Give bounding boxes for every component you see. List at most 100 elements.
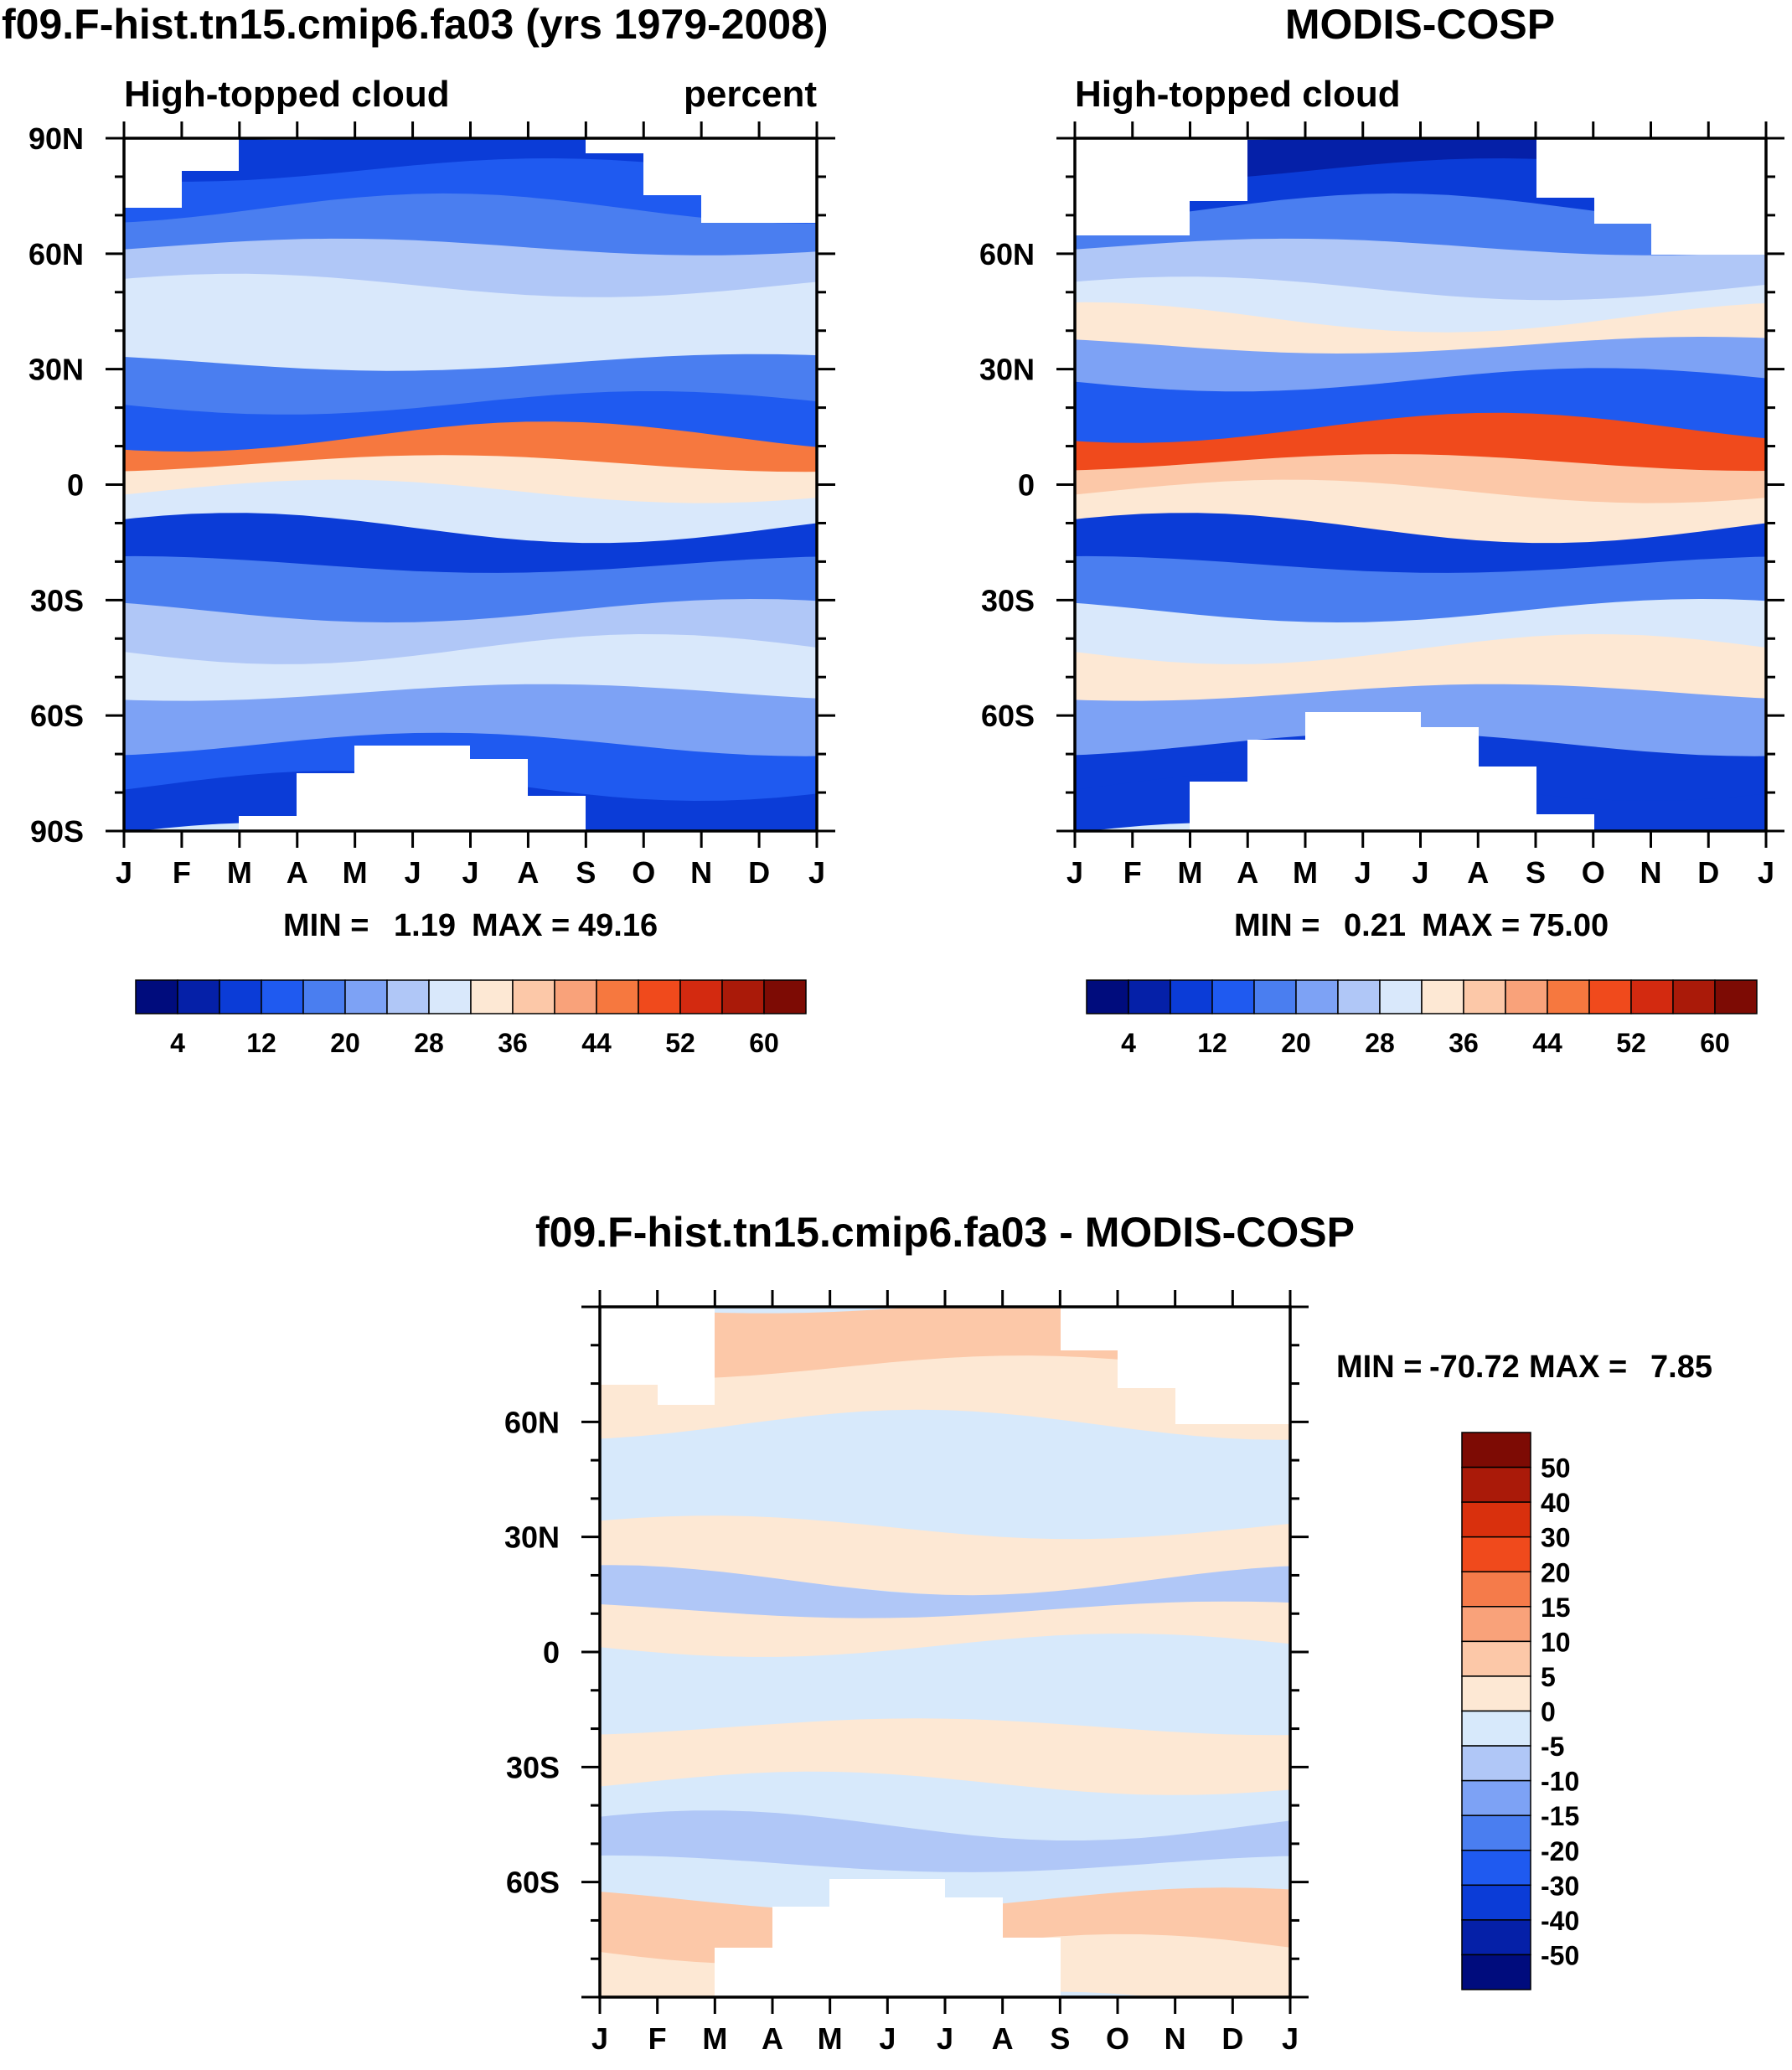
colorbar-box bbox=[1630, 979, 1674, 1014]
x-tick-label: J bbox=[591, 2021, 608, 2056]
y-tick-label: 30S bbox=[981, 583, 1035, 617]
panel-model: f09.F-hist.tn15.cmip6.fa03 (yrs 1979-200… bbox=[2, 1, 835, 1058]
x-tick-label: A bbox=[517, 855, 539, 890]
x-tick-label: S bbox=[1050, 2021, 1070, 2056]
colorbar-box bbox=[512, 979, 555, 1014]
panel-obs-min-value: 0.21 bbox=[1344, 908, 1406, 943]
missing-data-north bbox=[1075, 138, 1766, 255]
panel-diff: f09.F-hist.tn15.cmip6.fa03 - MODIS-COSP … bbox=[504, 1209, 1712, 2056]
colorbar-box bbox=[1170, 979, 1213, 1014]
colorbar-label: -50 bbox=[1541, 1940, 1579, 1970]
x-tick-label: A bbox=[1237, 855, 1258, 890]
panel-obs-variable: High-topped cloud bbox=[1075, 74, 1401, 115]
colorbar-box bbox=[1211, 979, 1255, 1014]
panel-obs-title: MODIS-COSP bbox=[1285, 1, 1555, 48]
colorbar-label: 60 bbox=[749, 1028, 779, 1058]
colorbar-box bbox=[1463, 979, 1506, 1014]
panel-obs-max-value: 75.00 bbox=[1529, 908, 1609, 943]
colorbar-label: 20 bbox=[1541, 1557, 1571, 1587]
colorbar-label: 60 bbox=[1700, 1028, 1730, 1058]
x-tick-label: S bbox=[1526, 855, 1546, 890]
y-tick-label: 30S bbox=[506, 1750, 560, 1784]
colorbar-box bbox=[1295, 979, 1339, 1014]
missing-data-north bbox=[600, 1307, 1290, 1424]
y-tick-label: 0 bbox=[543, 1635, 560, 1670]
x-tick-label: J bbox=[1355, 855, 1371, 890]
x-tick-label: M bbox=[343, 855, 368, 890]
colorbar-box bbox=[1461, 1606, 1531, 1643]
colorbar-box bbox=[1461, 1640, 1531, 1677]
colorbar-label: 50 bbox=[1541, 1453, 1571, 1484]
colorbar-box bbox=[261, 979, 304, 1014]
x-tick-label: J bbox=[808, 855, 825, 890]
colorbar-box bbox=[470, 979, 514, 1014]
colorbar-box bbox=[1461, 1501, 1531, 1538]
colorbar-box bbox=[1461, 1954, 1531, 1990]
missing-data-south bbox=[239, 746, 586, 831]
colorbar-label: 52 bbox=[665, 1028, 695, 1058]
colorbar-label: -20 bbox=[1541, 1836, 1579, 1866]
colorbar-box bbox=[302, 979, 346, 1014]
panel-obs-max-label: MAX = bbox=[1422, 908, 1520, 943]
panel-model-title: f09.F-hist.tn15.cmip6.fa03 (yrs 1979-200… bbox=[2, 1, 829, 48]
x-tick-label: A bbox=[1467, 855, 1489, 890]
colorbar-label: 4 bbox=[1121, 1028, 1136, 1058]
x-tick-label: M bbox=[1293, 855, 1318, 890]
colorbar-box bbox=[1337, 979, 1381, 1014]
colorbar-box bbox=[1461, 1850, 1531, 1887]
colorbar-label: 52 bbox=[1616, 1028, 1646, 1058]
contour-band bbox=[600, 1601, 1290, 1665]
x-tick-label: D bbox=[1697, 855, 1719, 890]
colorbar-label: 44 bbox=[581, 1028, 612, 1058]
colorbar-label: 0 bbox=[1541, 1697, 1556, 1727]
colorbar-box bbox=[763, 979, 807, 1014]
panel-obs-missing-mask bbox=[1075, 138, 1766, 831]
colorbar-box bbox=[1461, 1710, 1531, 1747]
colorbar-box bbox=[721, 979, 765, 1014]
colorbar-label: 40 bbox=[1541, 1488, 1571, 1518]
colorbar-box bbox=[1461, 1536, 1531, 1572]
y-tick-label: 0 bbox=[1018, 468, 1035, 503]
x-tick-label: M bbox=[702, 2021, 727, 2056]
x-tick-label: D bbox=[1221, 2021, 1243, 2056]
colorbar-label: -5 bbox=[1541, 1732, 1564, 1762]
y-tick-label: 30N bbox=[979, 353, 1035, 387]
colorbar-label: 28 bbox=[414, 1028, 444, 1058]
colorbar-label: 28 bbox=[1365, 1028, 1395, 1058]
x-tick-label: J bbox=[1282, 2021, 1299, 2056]
x-tick-label: N bbox=[1640, 855, 1662, 890]
colorbar-box bbox=[1461, 1884, 1531, 1921]
x-tick-label: J bbox=[1758, 855, 1774, 890]
x-tick-label: A bbox=[992, 2021, 1014, 2056]
panel-model-units: percent bbox=[684, 74, 817, 115]
colorbar-label: -40 bbox=[1541, 1906, 1579, 1936]
contour-band bbox=[600, 1771, 1290, 1855]
y-tick-label: 60S bbox=[981, 699, 1035, 733]
colorbar-box bbox=[1461, 1779, 1531, 1816]
x-tick-label: S bbox=[576, 855, 596, 890]
colorbar-box bbox=[1672, 979, 1716, 1014]
y-tick-label: 60S bbox=[506, 1866, 560, 1900]
colorbar-box bbox=[554, 979, 597, 1014]
x-tick-label: D bbox=[748, 855, 770, 890]
y-tick-label: 30S bbox=[30, 583, 84, 617]
panel-model-max-value: 49.16 bbox=[578, 908, 658, 943]
colorbar-box bbox=[1505, 979, 1548, 1014]
panel-diff-min-value: -70.72 bbox=[1429, 1350, 1520, 1385]
contour-band bbox=[600, 1409, 1290, 1511]
x-tick-label: M bbox=[818, 2021, 843, 2056]
y-tick-label: 0 bbox=[67, 468, 84, 503]
colorbar-box bbox=[386, 979, 430, 1014]
colorbar-box bbox=[1461, 1466, 1531, 1503]
colorbar-box bbox=[1128, 979, 1171, 1014]
contour-band bbox=[600, 1515, 1290, 1597]
panel-obs-min-label: MIN = bbox=[1234, 908, 1319, 943]
colorbar-label: -10 bbox=[1541, 1767, 1579, 1797]
missing-data-north bbox=[124, 138, 817, 223]
panel-model-colorbar: 4 12 20 28 36 44 52 60 bbox=[135, 979, 807, 1058]
x-tick-label: N bbox=[690, 855, 712, 890]
